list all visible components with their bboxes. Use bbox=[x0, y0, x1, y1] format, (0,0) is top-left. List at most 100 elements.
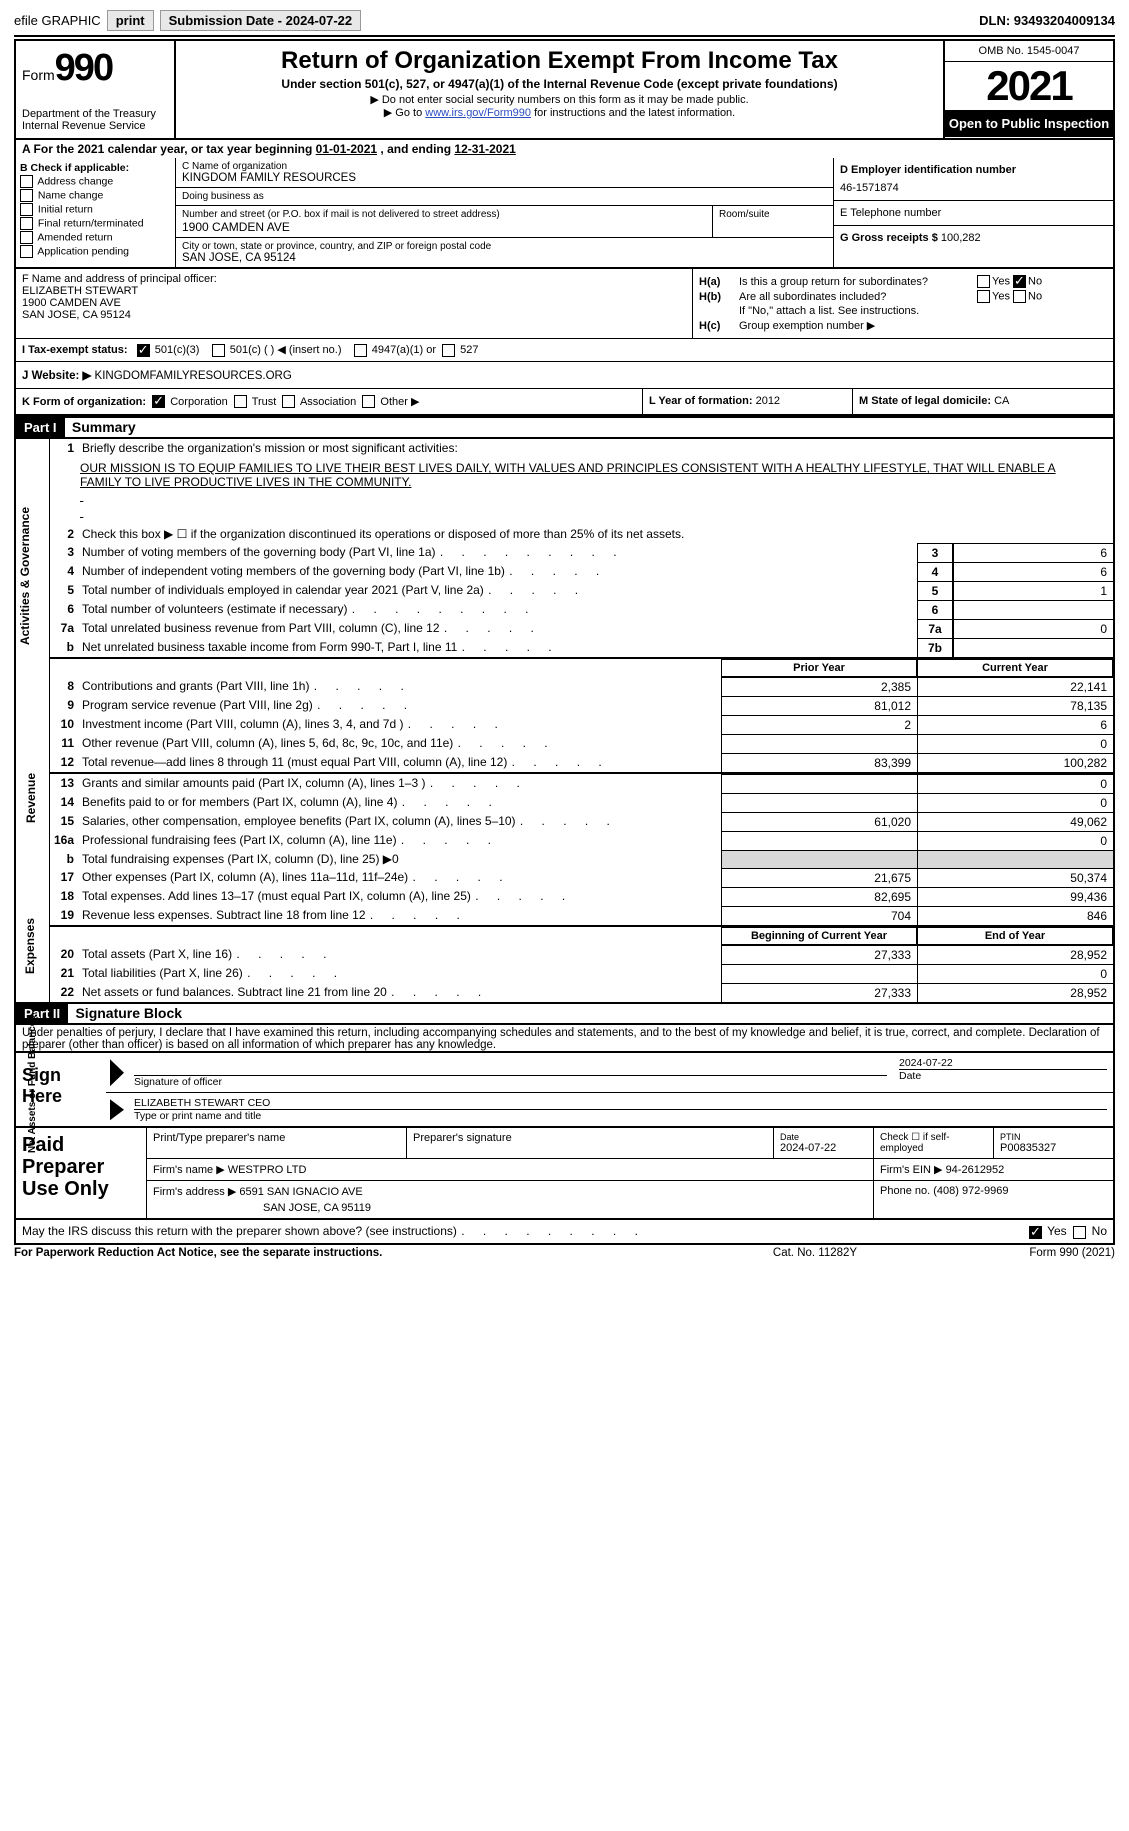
discuss-no[interactable] bbox=[1073, 1226, 1086, 1239]
cb-initial-return[interactable]: Initial return bbox=[20, 203, 171, 216]
irs-link[interactable]: www.irs.gov/Form990 bbox=[425, 107, 531, 119]
footer: For Paperwork Reduction Act Notice, see … bbox=[14, 1245, 1115, 1261]
form-subtitle: Under section 501(c), 527, or 4947(a)(1)… bbox=[184, 77, 935, 91]
current-value: 6 bbox=[917, 715, 1113, 734]
row-klm: K Form of organization: Corporation Trus… bbox=[14, 389, 1115, 417]
part2-declaration: Under penalties of perjury, I declare th… bbox=[14, 1023, 1115, 1053]
l3-value: 6 bbox=[953, 543, 1113, 562]
row-i: I Tax-exempt status: 501(c)(3) 501(c) ( … bbox=[14, 339, 1115, 362]
prior-value bbox=[721, 831, 917, 850]
d-ein-value: 46-1571874 bbox=[840, 182, 1107, 194]
prep-sig-label: Preparer's signature bbox=[406, 1128, 773, 1158]
current-value: 0 bbox=[917, 734, 1113, 753]
cb-trust[interactable] bbox=[234, 395, 247, 408]
line-text: Revenue less expenses. Subtract line 18 … bbox=[78, 906, 721, 925]
note-ssn: ▶ Do not enter social security numbers o… bbox=[184, 93, 935, 106]
year-formation: 2012 bbox=[756, 395, 780, 407]
cb-address-change[interactable]: Address change bbox=[20, 175, 171, 188]
prior-value bbox=[721, 964, 917, 983]
cb-assoc[interactable] bbox=[282, 395, 295, 408]
current-value: 100,282 bbox=[917, 753, 1113, 772]
line-text: Salaries, other compensation, employee b… bbox=[78, 812, 721, 831]
prior-value bbox=[721, 793, 917, 812]
c-name-label: C Name of organization bbox=[182, 161, 827, 172]
l7a-text: Total unrelated business revenue from Pa… bbox=[78, 619, 917, 638]
arrow-icon bbox=[110, 1099, 124, 1120]
prior-value bbox=[721, 734, 917, 753]
l3-text: Number of voting members of the governin… bbox=[78, 543, 917, 562]
cb-other[interactable] bbox=[362, 395, 375, 408]
row-j: J Website: ▶ KINGDOMFAMILYRESOURCES.ORG bbox=[14, 362, 1115, 389]
submission-date: Submission Date - 2024-07-22 bbox=[160, 10, 362, 31]
cb-app-pending[interactable]: Application pending bbox=[20, 245, 171, 258]
line-text: Investment income (Part VIII, column (A)… bbox=[78, 715, 721, 734]
sig-officer-label: Signature of officer bbox=[134, 1075, 887, 1088]
print-button[interactable]: print bbox=[107, 10, 154, 31]
prior-value: 81,012 bbox=[721, 696, 917, 715]
part2-title: Signature Block bbox=[75, 1005, 182, 1021]
firm-name: WESTPRO LTD bbox=[228, 1164, 307, 1176]
cb-501c3[interactable] bbox=[137, 344, 150, 357]
ha-no[interactable] bbox=[1013, 275, 1026, 288]
city-label: City or town, state or province, country… bbox=[182, 241, 827, 252]
line-text: Net assets or fund balances. Subtract li… bbox=[78, 983, 721, 1002]
side-netassets: Net Assets or Fund Balances bbox=[28, 1015, 38, 1153]
cb-final-return[interactable]: Final return/terminated bbox=[20, 217, 171, 230]
cb-corp[interactable] bbox=[152, 395, 165, 408]
l1-label: Briefly describe the organization's miss… bbox=[78, 439, 1113, 457]
line-text: Benefits paid to or for members (Part IX… bbox=[78, 793, 721, 812]
hb-yes[interactable] bbox=[977, 290, 990, 303]
preparer-block: Paid Preparer Use Only Print/Type prepar… bbox=[14, 1128, 1115, 1220]
line-text: Program service revenue (Part VIII, line… bbox=[78, 696, 721, 715]
line-text: Total fundraising expenses (Part IX, col… bbox=[78, 850, 721, 868]
l7b-text: Net unrelated business taxable income fr… bbox=[78, 638, 917, 657]
prior-value: 2 bbox=[721, 715, 917, 734]
f-officer-name: ELIZABETH STEWART bbox=[22, 285, 686, 297]
th-current: Current Year bbox=[917, 659, 1113, 677]
ha-text: Is this a group return for subordinates? bbox=[739, 276, 977, 288]
cb-name-change[interactable]: Name change bbox=[20, 189, 171, 202]
f-officer-city: SAN JOSE, CA 95124 bbox=[22, 309, 686, 321]
cb-527[interactable] bbox=[442, 344, 455, 357]
part1: Activities & Governance Revenue Expenses… bbox=[14, 437, 1115, 1004]
prep-ptin: P00835327 bbox=[1000, 1142, 1107, 1154]
prior-value: 2,385 bbox=[721, 677, 917, 696]
prior-value: 21,675 bbox=[721, 868, 917, 887]
current-value: 0 bbox=[917, 774, 1113, 793]
note-goto: ▶ Go to www.irs.gov/Form990 for instruct… bbox=[184, 106, 935, 119]
line-text: Total liabilities (Part X, line 26) bbox=[78, 964, 721, 983]
current-value: 846 bbox=[917, 906, 1113, 925]
discuss-yes[interactable] bbox=[1029, 1226, 1042, 1239]
part1-bar: Part I Summary bbox=[14, 416, 1115, 437]
cb-4947[interactable] bbox=[354, 344, 367, 357]
form-footer: Form 990 (2021) bbox=[915, 1247, 1115, 1259]
part2-bar: Part II Signature Block bbox=[14, 1004, 1115, 1023]
hb-no[interactable] bbox=[1013, 290, 1026, 303]
ha-yes[interactable] bbox=[977, 275, 990, 288]
l6-value bbox=[953, 600, 1113, 619]
hc-text: Group exemption number ▶ bbox=[739, 319, 1107, 332]
paperwork-notice: For Paperwork Reduction Act Notice, see … bbox=[14, 1247, 715, 1259]
row-a: A For the 2021 calendar year, or tax yea… bbox=[14, 140, 1115, 158]
line-text: Professional fundraising fees (Part IX, … bbox=[78, 831, 721, 850]
prep-date: 2024-07-22 bbox=[780, 1142, 867, 1154]
part1-title: Summary bbox=[72, 419, 136, 435]
line-text: Total expenses. Add lines 13–17 (must eq… bbox=[78, 887, 721, 906]
prior-value: 27,333 bbox=[721, 983, 917, 1002]
cb-amended-return[interactable]: Amended return bbox=[20, 231, 171, 244]
line-text: Contributions and grants (Part VIII, lin… bbox=[78, 677, 721, 696]
f-label: F Name and address of principal officer: bbox=[22, 273, 686, 285]
part1-label: Part I bbox=[16, 418, 65, 437]
side-revenue: Revenue bbox=[24, 773, 38, 823]
mission-text: OUR MISSION IS TO EQUIP FAMILIES TO LIVE… bbox=[80, 461, 1083, 489]
sig-date-label: Date bbox=[899, 1069, 1107, 1082]
cb-501c[interactable] bbox=[212, 344, 225, 357]
omb-number: OMB No. 1545-0047 bbox=[945, 41, 1113, 62]
public-inspection: Open to Public Inspection bbox=[945, 110, 1113, 137]
hb-note: If "No," attach a list. See instructions… bbox=[739, 305, 1107, 317]
line-text: Total assets (Part X, line 16) bbox=[78, 945, 721, 964]
addr-label: Number and street (or P.O. box if mail i… bbox=[182, 209, 706, 220]
firm-addr2: SAN JOSE, CA 95119 bbox=[263, 1202, 867, 1214]
addr-value: 1900 CAMDEN AVE bbox=[182, 220, 706, 234]
sign-block: Sign Here Signature of officer 2024-07-2… bbox=[14, 1053, 1115, 1128]
